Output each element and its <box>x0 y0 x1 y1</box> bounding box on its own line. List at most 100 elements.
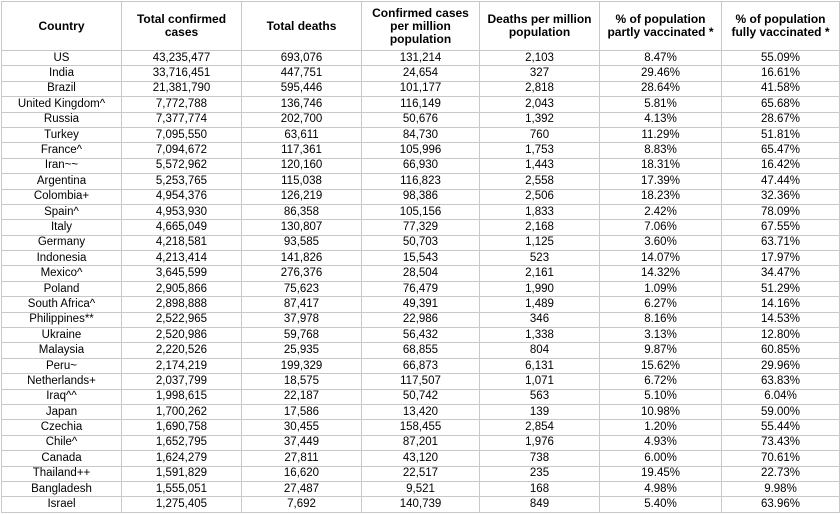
data-cell: 1,555,051 <box>121 480 242 498</box>
data-cell: 78.09% <box>721 203 840 221</box>
data-cell: 14.53% <box>721 311 840 329</box>
data-cell: 87,201 <box>361 434 480 452</box>
data-cell: 50,703 <box>361 234 480 252</box>
table-row: South Africa^ 2,898,888 87,417 49,391 1,489 6… <box>1 296 840 313</box>
data-cell: 70.61% <box>721 450 840 467</box>
country-cell: Canada <box>1 450 122 467</box>
data-cell: 15.62% <box>599 357 722 375</box>
data-cell: 84,730 <box>361 126 480 144</box>
data-cell: 87,417 <box>241 296 362 313</box>
data-cell: 140,739 <box>361 496 480 513</box>
data-cell: 276,376 <box>241 265 362 282</box>
data-cell: 28.67% <box>721 111 840 128</box>
column-header: Country <box>1 1 122 51</box>
data-cell: 93,585 <box>241 234 362 252</box>
data-cell: 6.27% <box>599 296 722 313</box>
data-cell: 27,811 <box>241 450 362 467</box>
country-cell: Bangladesh <box>1 480 122 498</box>
data-cell: 1,833 <box>479 203 600 221</box>
data-cell: 63.96% <box>721 496 840 513</box>
data-cell: 5.40% <box>599 496 722 513</box>
data-cell: 29.96% <box>721 357 840 375</box>
data-cell: 202,700 <box>241 111 362 128</box>
data-cell: 33,716,451 <box>121 65 242 82</box>
table-row: Peru~ 2,174,219 199,329 66,873 6,131 15.62% 29… <box>1 357 840 375</box>
data-cell: 1.20% <box>599 419 722 436</box>
data-cell: 13,420 <box>361 403 480 421</box>
data-cell: 116,149 <box>361 96 480 113</box>
data-cell: 126,219 <box>241 188 362 205</box>
country-cell: Colombia+ <box>1 188 122 205</box>
table-row: India 33,716,451 447,751 24,654 327 29.46% 16.… <box>1 65 840 82</box>
data-cell: 10.98% <box>599 403 722 421</box>
table-body: US 43,235,477 693,076 131,214 2,103 8.47% 55.0… <box>1 49 840 513</box>
country-cell: Argentina <box>1 173 122 190</box>
data-cell: 2,506 <box>479 188 600 205</box>
table-row: Colombia+ 4,954,376 126,219 98,386 2,506 18.2… <box>1 188 840 205</box>
table-row: Argentina 5,253,765 115,038 116,823 2,558 17.… <box>1 173 840 190</box>
data-cell: 8.47% <box>599 49 722 67</box>
data-cell: 105,996 <box>361 142 480 159</box>
data-cell: 22,986 <box>361 311 480 329</box>
data-cell: 63.83% <box>721 373 840 390</box>
data-cell: 8.16% <box>599 311 722 329</box>
table-row: France^ 7,094,672 117,361 105,996 1,753 8.83%… <box>1 142 840 159</box>
data-cell: 55.09% <box>721 49 840 67</box>
data-cell: 2.42% <box>599 203 722 221</box>
data-cell: 7.06% <box>599 219 722 236</box>
data-cell: 1,489 <box>479 296 600 313</box>
data-cell: 77,329 <box>361 219 480 236</box>
data-cell: 29.46% <box>599 65 722 82</box>
data-cell: 28,504 <box>361 265 480 282</box>
table-row: Poland 2,905,866 75,623 76,479 1,990 1.09% 51.… <box>1 280 840 298</box>
data-cell: 1,392 <box>479 111 600 128</box>
column-header: % of population fully vaccinated * <box>721 1 840 51</box>
data-cell: 2,037,799 <box>121 373 242 390</box>
data-cell: 1,443 <box>479 157 600 175</box>
data-cell: 1,275,405 <box>121 496 242 513</box>
data-cell: 86,358 <box>241 203 362 221</box>
data-cell: 120,160 <box>241 157 362 175</box>
table-row: Germany 4,218,581 93,585 50,703 1,125 3.60% 63… <box>1 234 840 252</box>
data-cell: 43,120 <box>361 450 480 467</box>
country-cell: Ukraine <box>1 327 122 344</box>
data-cell: 4,665,049 <box>121 219 242 236</box>
table-row: Malaysia 2,220,526 25,935 68,855 804 9.87% 60.… <box>1 342 840 359</box>
data-cell: 4.93% <box>599 434 722 452</box>
country-cell: Peru~ <box>1 357 122 375</box>
data-cell: 136,746 <box>241 96 362 113</box>
country-cell: Poland <box>1 280 122 298</box>
data-cell: 14.16% <box>721 296 840 313</box>
data-cell: 116,823 <box>361 173 480 190</box>
data-cell: 4.13% <box>599 111 722 128</box>
data-cell: 51.29% <box>721 280 840 298</box>
data-cell: 1,125 <box>479 234 600 252</box>
data-cell: 18.23% <box>599 188 722 205</box>
data-cell: 22,517 <box>361 465 480 482</box>
country-cell: Italy <box>1 219 122 236</box>
table-row: Iran~~ 5,572,962 120,160 66,930 1,443 18.31% 1… <box>1 157 840 175</box>
data-cell: 37,449 <box>241 434 362 452</box>
country-cell: Turkey <box>1 126 122 144</box>
data-cell: 693,076 <box>241 49 362 67</box>
data-cell: 14.07% <box>599 250 722 267</box>
table-row: Bangladesh 1,555,051 27,487 9,521 168 4.98% 9.… <box>1 480 840 498</box>
table-row: Israel 1,275,405 7,692 140,739 849 5.40% 63.96… <box>1 496 840 513</box>
data-cell: 17.97% <box>721 250 840 267</box>
data-cell: 168 <box>479 480 600 498</box>
data-cell: 117,507 <box>361 373 480 390</box>
data-cell: 3,645,599 <box>121 265 242 282</box>
data-cell: 141,826 <box>241 250 362 267</box>
data-cell: 18,575 <box>241 373 362 390</box>
data-cell: 7,377,774 <box>121 111 242 128</box>
table-row: Iraq^^ 1,998,615 22,187 50,742 563 5.10% 6.04% <box>1 388 840 405</box>
data-cell: 2,103 <box>479 49 600 67</box>
data-cell: 6,131 <box>479 357 600 375</box>
country-cell: Israel <box>1 496 122 513</box>
data-cell: 139 <box>479 403 600 421</box>
country-cell: Chile^ <box>1 434 122 452</box>
data-cell: 76,479 <box>361 280 480 298</box>
data-cell: 17,586 <box>241 403 362 421</box>
data-cell: 67.55% <box>721 219 840 236</box>
data-cell: 37,978 <box>241 311 362 329</box>
